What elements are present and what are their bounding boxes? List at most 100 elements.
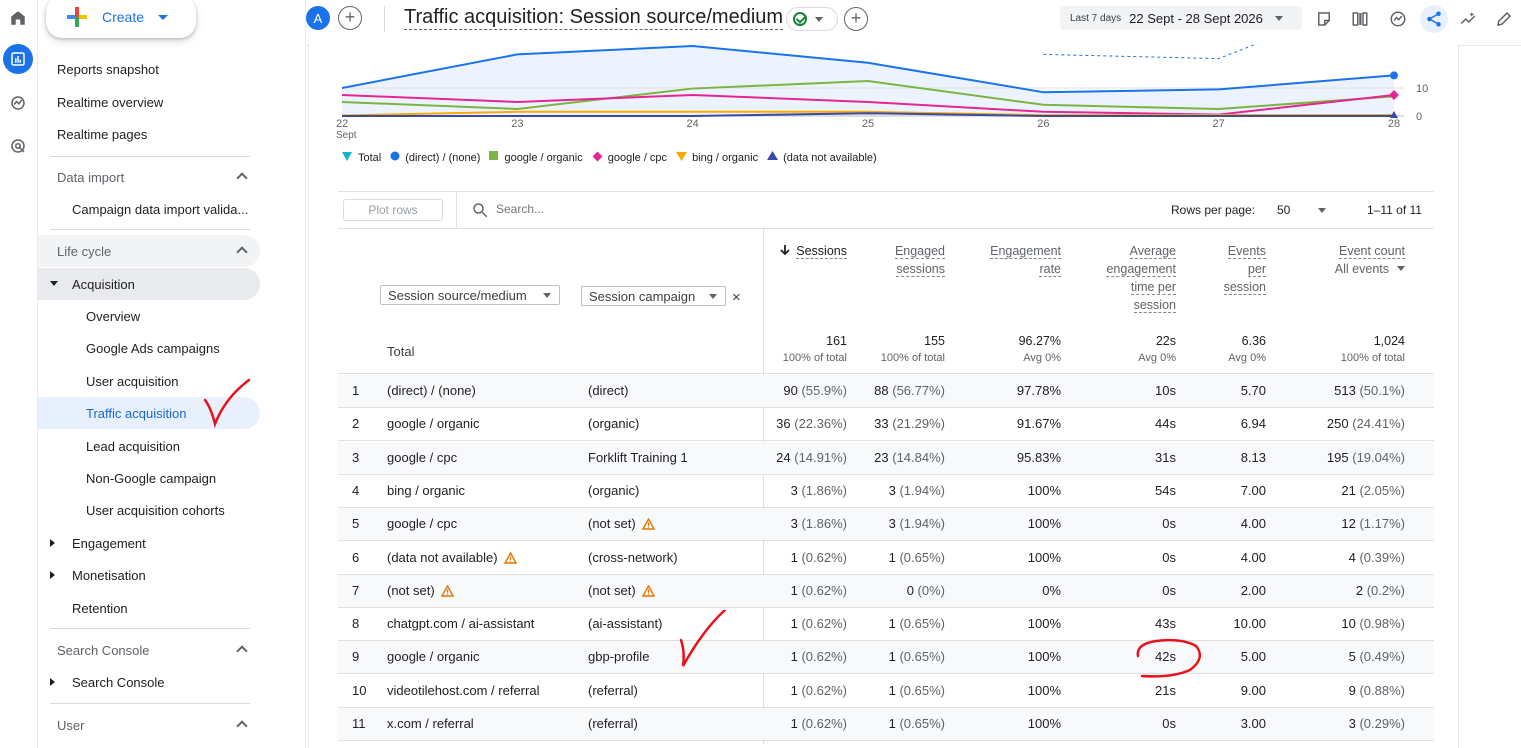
add-comparison-icon[interactable]: + <box>338 6 362 30</box>
add-filter-icon[interactable]: + <box>844 7 868 31</box>
source-medium-cell[interactable]: google / cpc <box>387 516 457 531</box>
section-life-cycle[interactable]: Life cycle <box>38 237 260 265</box>
campaign-cell[interactable]: (referral) <box>588 716 638 731</box>
plot-rows-button[interactable]: Plot rows <box>343 199 443 221</box>
explore-icon[interactable] <box>3 88 33 118</box>
series-point <box>1389 90 1399 100</box>
source-medium-cell[interactable]: (data not available) <box>387 550 517 567</box>
legend-item[interactable]: (direct) / (none) <box>390 151 480 164</box>
sidebar-item-search-console[interactable]: Search Console <box>38 668 260 696</box>
sidebar-item-traffic-acquisition[interactable]: Traffic acquisition <box>86 405 187 421</box>
reports-icon[interactable] <box>3 44 33 74</box>
legend-label: (direct) / (none) <box>405 151 481 164</box>
table-row[interactable]: 7 (not set) (not set) 1 (0.62%) 0 (0%) 0% 0s 2.… <box>338 574 1434 608</box>
dimension-select-source-medium[interactable]: Session source/medium <box>380 285 560 305</box>
insights-note-icon[interactable] <box>1310 5 1338 33</box>
warning-icon[interactable] <box>440 584 454 600</box>
campaign-cell[interactable]: (not set) <box>588 583 655 600</box>
table-row[interactable]: 4 bing / organic (organic) 3 (1.86%) 3 (1.94… <box>338 475 1434 508</box>
sidebar-item-lead-acquisition[interactable]: Lead acquisition <box>86 438 180 454</box>
rows-per-page-select[interactable]: 50 <box>1277 203 1291 217</box>
table-row[interactable]: 11 x.com / referral (referral) 1 (0.62%) 1 (… <box>338 708 1434 741</box>
campaign-cell[interactable]: (not set) <box>588 516 655 533</box>
cell-text: google / cpc <box>387 449 458 465</box>
source-medium-cell[interactable]: videotilehost.com / referral <box>387 683 539 698</box>
section-user[interactable]: User <box>38 711 260 739</box>
metric-header[interactable]: Engaged sessions <box>894 242 945 278</box>
sidebar-item-google-ads-campaigns[interactable]: Google Ads campaigns <box>86 340 220 356</box>
source-medium-cell[interactable]: google / cpc <box>387 450 457 465</box>
metric-header-label: Event count <box>1338 244 1405 259</box>
metric-header[interactable]: Events per session <box>1223 242 1266 296</box>
report-status-button[interactable] <box>786 7 838 31</box>
compare-icon[interactable] <box>1346 5 1374 33</box>
table-row[interactable]: 10 videotilehost.com / referral (referral)… <box>338 675 1434 708</box>
section-data-import[interactable]: Data import <box>38 163 260 191</box>
home-icon[interactable] <box>3 3 33 33</box>
sidebar-item-acquisition[interactable]: Acquisition <box>38 270 260 298</box>
source-medium-cell[interactable]: x.com / referral <box>387 716 474 731</box>
metric-header[interactable]: Sessions <box>779 242 847 260</box>
dimension-select-campaign[interactable]: Session campaign <box>581 286 726 306</box>
remove-dimension-icon[interactable]: × <box>732 289 741 306</box>
sidebar-item-user-acquisition[interactable]: User acquisition <box>86 373 179 389</box>
section-search-console[interactable]: Search Console <box>38 636 260 664</box>
metric-header[interactable]: Average engagement time per session <box>1106 242 1176 314</box>
source-medium-cell[interactable]: bing / organic <box>387 483 465 498</box>
campaign-cell[interactable]: (referral) <box>588 683 638 698</box>
campaign-cell[interactable]: (organic) <box>588 416 639 431</box>
insights-icon[interactable] <box>1384 5 1412 33</box>
legend-item[interactable]: google / cpc <box>592 151 667 165</box>
table-row[interactable]: 8 chatgpt.com / ai-assistant (ai-assistant… <box>338 608 1434 642</box>
campaign-cell[interactable]: (direct) <box>588 383 628 398</box>
source-medium-cell[interactable]: chatgpt.com / ai-assistant <box>387 616 534 631</box>
sidebar-item-engagement[interactable]: Engagement <box>38 529 260 557</box>
chevron-down-icon[interactable] <box>1318 208 1326 213</box>
sidebar-item-realtime-pages[interactable]: Realtime pages <box>57 126 148 142</box>
legend-item[interactable]: Total <box>341 150 381 165</box>
warning-icon[interactable] <box>641 517 655 533</box>
share-icon[interactable] <box>1420 5 1448 33</box>
table-row[interactable]: 5 google / cpc (not set) 3 (1.86%) 3 (1.94%)… <box>338 508 1434 542</box>
sort-descending-icon <box>779 244 796 258</box>
campaign-cell[interactable]: gbp-profile <box>588 649 649 664</box>
comparison-avatar[interactable]: A <box>306 6 330 30</box>
advertising-icon[interactable] <box>3 131 33 161</box>
sidebar-item-monetisation[interactable]: Monetisation <box>38 561 260 589</box>
sidebar-item-overview[interactable]: Overview <box>86 308 141 324</box>
total-number: 22s <box>1155 334 1176 348</box>
metric-header[interactable]: Engagement rate <box>990 242 1061 278</box>
campaign-cell[interactable]: (organic) <box>588 483 639 498</box>
source-medium-cell[interactable]: google / organic <box>387 416 480 431</box>
search-input[interactable] <box>496 202 696 216</box>
legend-item[interactable]: (data not available) <box>767 151 877 164</box>
table-row[interactable]: 3 google / cpc Forklift Training 1 24 (14.9… <box>338 441 1434 475</box>
campaign-cell[interactable]: (cross-network) <box>588 550 678 565</box>
edit-pencil-icon[interactable] <box>1490 5 1518 33</box>
sidebar-item-reports-snapshot[interactable]: Reports snapshot <box>57 61 159 77</box>
sidebar-item-user-acquisition-cohorts[interactable]: User acquisition cohorts <box>86 502 225 518</box>
source-medium-cell[interactable]: google / organic <box>387 649 480 664</box>
warning-icon[interactable] <box>503 551 517 567</box>
table-row[interactable]: 1 (direct) / (none) (direct) 90 (55.9%) 88 (… <box>338 375 1434 408</box>
legend-item[interactable]: google / organic <box>489 151 583 164</box>
legend-item[interactable]: bing / organic <box>676 151 758 164</box>
table-row[interactable]: 2 google / organic (organic) 36 (22.36%) 33 … <box>338 408 1434 442</box>
table-row[interactable]: 6 (data not available) (cross-network) 1 (0… <box>338 542 1434 575</box>
sidebar-item-realtime-overview[interactable]: Realtime overview <box>57 94 164 110</box>
event-filter-select[interactable]: All events <box>1335 260 1405 278</box>
date-range-picker[interactable]: Last 7 days 22 Sept - 28 Sept 2026 <box>1060 6 1302 30</box>
metric-header[interactable]: Event count All events <box>1335 242 1405 278</box>
create-button[interactable]: Create <box>46 0 196 38</box>
campaign-cell[interactable]: (ai-assistant) <box>588 616 662 631</box>
warning-icon[interactable] <box>641 584 655 600</box>
campaign-cell[interactable]: Forklift Training 1 <box>588 450 688 465</box>
source-medium-cell[interactable]: (not set) <box>387 583 454 600</box>
sidebar-item-non-google-campaign[interactable]: Non-Google campaign <box>86 470 217 486</box>
sidebar-item-campaign-data-import[interactable]: Campaign data import valida... <box>72 201 249 217</box>
table-row[interactable]: 9 google / organic gbp-profile 1 (0.62%) 1 (… <box>338 641 1434 675</box>
trend-sparkle-icon[interactable] <box>1454 5 1482 33</box>
sidebar-item-retention[interactable]: Retention <box>72 600 128 616</box>
source-medium-cell[interactable]: (direct) / (none) <box>387 383 476 398</box>
metric-header-label: Engaged <box>894 244 945 259</box>
